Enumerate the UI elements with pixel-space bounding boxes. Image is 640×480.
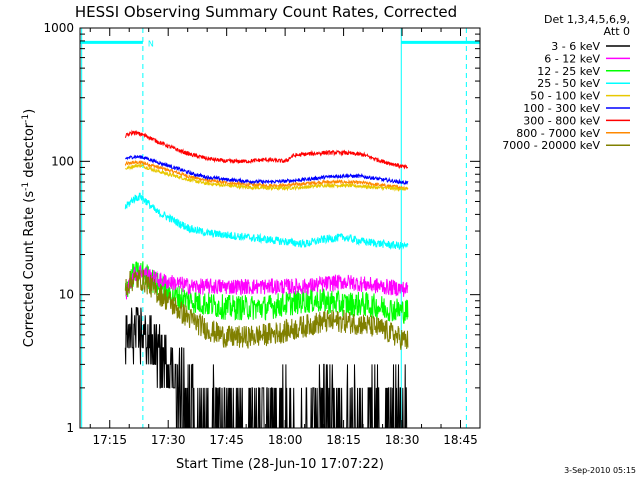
legend-entry-label: 7000 - 20000 keV: [502, 139, 600, 152]
legend-header-line2: Att 0: [604, 25, 630, 38]
plot-area: N: [80, 28, 480, 429]
y-axis: 1 10 100 1000: [43, 21, 480, 435]
legend-entry-label: 300 - 800 keV: [523, 114, 600, 127]
series-line-3: [124, 261, 409, 324]
y-tick-label: 1000: [43, 21, 74, 35]
x-tick-label: 18:15: [326, 433, 361, 447]
y-axis-label-sup2: -1: [21, 114, 31, 123]
legend-entry-label: 100 - 300 keV: [523, 102, 600, 115]
night-bar-label: N: [148, 39, 154, 48]
x-axis-label: Start Time (28-Jun-10 17:07:22): [176, 457, 384, 472]
legend-header-line1: Det 1,3,4,5,6,9,: [544, 13, 630, 26]
legend-entry-label: 3 - 6 keV: [551, 40, 600, 53]
footer-date: 3-Sep-2010 05:15: [564, 466, 636, 475]
x-axis: 17:15 17:30 17:45 18:00 18:15 18:30 18:45: [89, 28, 481, 447]
y-axis-label: Corrected Count Rate (s-1 detector-1): [21, 109, 37, 347]
legend-entry-label: 25 - 50 keV: [537, 77, 600, 90]
series-line-2: [124, 265, 409, 300]
series-line-7: [124, 129, 409, 170]
y-axis-label-end: ): [22, 109, 37, 114]
y-axis-label-main: Corrected Count Rate (s: [22, 191, 37, 348]
series-line-6: [124, 154, 409, 186]
legend-entry-label: 6 - 12 keV: [544, 52, 600, 65]
x-tick-label: 18:30: [385, 433, 420, 447]
x-tick-label: 17:45: [209, 433, 244, 447]
legend-entry-label: 800 - 7000 keV: [516, 127, 600, 140]
x-tick-label: 17:15: [92, 433, 127, 447]
plot-frame: [79, 27, 481, 429]
chart-title: HESSI Observing Summary Count Rates, Cor…: [75, 3, 457, 21]
x-tick-label: 17:30: [151, 433, 186, 447]
series-line-4: [124, 192, 409, 250]
y-tick-label: 100: [51, 154, 74, 168]
x-tick-label: 18:00: [268, 433, 303, 447]
y-tick-label: 1: [66, 421, 74, 435]
y-tick-label: 10: [59, 288, 74, 302]
series-line-8: [124, 159, 409, 192]
x-tick-label: 18:45: [443, 433, 478, 447]
legend-entry-label: 12 - 25 keV: [537, 65, 600, 78]
y-axis-label-mid: detector: [22, 122, 37, 182]
legend-entry-label: 50 - 100 keV: [530, 90, 600, 103]
series-line-5: [124, 162, 408, 192]
y-axis-label-sup1: -1: [21, 182, 31, 191]
series-line-9: [124, 269, 409, 350]
